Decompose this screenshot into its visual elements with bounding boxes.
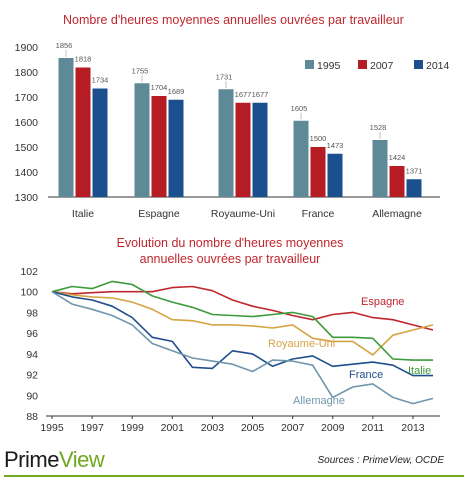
y-tick-label: 92 bbox=[26, 370, 38, 382]
sources-note: Sources : PrimeView, OCDE bbox=[317, 455, 444, 466]
x-tick-label: 2003 bbox=[201, 422, 225, 434]
category-label: Italie bbox=[72, 208, 94, 220]
data-label: 1689 bbox=[168, 87, 185, 96]
category-label: France bbox=[302, 208, 335, 220]
x-tick-label: 2007 bbox=[281, 422, 305, 434]
y-tick-label: 100 bbox=[20, 287, 38, 299]
data-label: 1755 bbox=[132, 66, 149, 75]
series-line-Italie bbox=[51, 280, 433, 361]
y-tick-label: 1900 bbox=[15, 42, 39, 54]
y-tick-label: 94 bbox=[26, 349, 38, 361]
y-tick-label: 96 bbox=[26, 328, 38, 340]
y-tick-label: 102 bbox=[20, 266, 38, 278]
bar-2014 bbox=[92, 88, 108, 197]
y-tick-label: 90 bbox=[26, 390, 38, 402]
x-tick-label: 1997 bbox=[80, 422, 104, 434]
x-tick-label: 2013 bbox=[401, 422, 425, 434]
x-tick-label: 1999 bbox=[121, 422, 145, 434]
legend-label-1995: 1995 bbox=[317, 60, 341, 72]
series-line-Royaume-Uni bbox=[51, 290, 434, 356]
bar-2014 bbox=[168, 99, 184, 197]
bar-2014 bbox=[406, 179, 422, 197]
bar-1995 bbox=[58, 58, 74, 197]
x-tick-label: 2005 bbox=[241, 422, 265, 434]
y-tick-label: 88 bbox=[26, 411, 38, 423]
data-label: 1677 bbox=[235, 90, 252, 99]
data-label: 1677 bbox=[252, 90, 269, 99]
data-label: 1856 bbox=[56, 41, 73, 50]
bar-1995 bbox=[293, 120, 309, 197]
x-tick-label: 1995 bbox=[40, 422, 64, 434]
data-label: 1605 bbox=[291, 104, 308, 113]
bar-1995 bbox=[218, 89, 234, 197]
bar-chart: Nombre d'heures moyennes annuelles ouvré… bbox=[15, 13, 450, 220]
line-chart: Evolution du nombre d'heures moyennes ann… bbox=[20, 236, 440, 434]
bar-2007 bbox=[151, 96, 167, 197]
line-chart-title-line1: Evolution du nombre d'heures moyennes bbox=[117, 236, 344, 250]
series-line-Espagne bbox=[51, 285, 434, 331]
x-tick-label: 2011 bbox=[362, 422, 385, 434]
legend-label-2007: 2007 bbox=[370, 60, 394, 72]
primeview-logo: PrimeView bbox=[4, 447, 105, 473]
legend-swatch-1995 bbox=[305, 60, 314, 69]
y-tick-label: 1500 bbox=[15, 142, 39, 154]
data-label: 1424 bbox=[389, 153, 406, 162]
data-label: 1528 bbox=[370, 123, 387, 132]
series-label-Espagne: Espagne bbox=[361, 296, 404, 308]
y-tick-label: 1600 bbox=[15, 117, 39, 129]
series-line-Allemagne bbox=[51, 291, 434, 405]
y-tick-label: 1400 bbox=[15, 167, 39, 179]
data-label: 1734 bbox=[92, 76, 109, 85]
series-label-Royaume-Uni: Royaume-Uni bbox=[268, 338, 335, 350]
category-label: Allemagne bbox=[372, 208, 422, 220]
footer-divider bbox=[4, 475, 464, 477]
legend-swatch-2007 bbox=[358, 60, 367, 69]
bar-1995 bbox=[134, 83, 150, 197]
data-label: 1704 bbox=[151, 83, 168, 92]
data-label: 1371 bbox=[406, 166, 423, 175]
bar-1995 bbox=[372, 140, 388, 197]
y-tick-label: 1700 bbox=[15, 92, 39, 104]
y-tick-label: 98 bbox=[26, 307, 38, 319]
data-label: 1473 bbox=[327, 141, 344, 150]
legend-swatch-2014 bbox=[414, 60, 423, 69]
series-line-France bbox=[51, 290, 433, 377]
data-label: 1500 bbox=[310, 134, 327, 143]
bar-chart-title: Nombre d'heures moyennes annuelles ouvré… bbox=[63, 13, 404, 27]
y-tick-label: 1800 bbox=[15, 67, 39, 79]
bar-2007 bbox=[310, 147, 326, 197]
x-tick-label: 2009 bbox=[321, 422, 345, 434]
y-tick-label: 1300 bbox=[15, 192, 39, 204]
category-label: Espagne bbox=[138, 208, 180, 220]
legend-label-2014: 2014 bbox=[426, 60, 450, 72]
category-label: Royaume-Uni bbox=[211, 208, 275, 220]
data-label: 1731 bbox=[216, 72, 233, 81]
series-label-France: France bbox=[349, 369, 383, 381]
brand-view: View bbox=[58, 447, 105, 472]
series-label-Italie: Italie bbox=[408, 365, 431, 377]
series-label-Allemagne: Allemagne bbox=[293, 395, 345, 407]
bar-2007 bbox=[389, 166, 405, 197]
bar-2014 bbox=[252, 102, 268, 197]
data-label: 1818 bbox=[75, 55, 92, 64]
brand-prime: Prime bbox=[4, 447, 59, 472]
line-chart-title-line2: annuelles ouvrées par travailleur bbox=[140, 252, 321, 266]
bar-2007 bbox=[235, 102, 251, 197]
bar-2014 bbox=[327, 153, 343, 197]
bar-2007 bbox=[75, 67, 91, 197]
x-tick-label: 2001 bbox=[161, 422, 185, 434]
